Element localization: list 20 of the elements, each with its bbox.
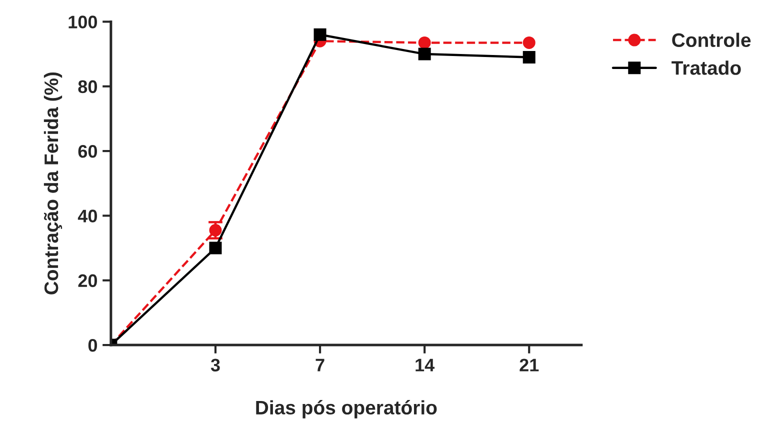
y-tick-label: 80: [78, 80, 97, 94]
y-tick-label: 0: [88, 338, 97, 352]
y-axis-title: Contração da Ferida (%): [44, 72, 62, 294]
point: [418, 48, 431, 60]
x-axis-title: Dias pós operatório: [256, 400, 437, 418]
x-tick-label: 7: [316, 358, 324, 372]
point: [314, 28, 326, 41]
x-tick-label: 3: [210, 358, 220, 372]
point: [522, 51, 536, 64]
y-tick-label: 100: [68, 16, 97, 28]
x-tick-label: 21: [520, 358, 539, 372]
y-tick-label: 40: [78, 210, 97, 222]
point: [522, 36, 536, 49]
point: [209, 242, 222, 254]
y-tick-label: 60: [78, 144, 97, 158]
legend-label: Tratado: [672, 60, 741, 75]
x-tick-label: 14: [416, 358, 435, 372]
y-tick-label: 20: [78, 274, 97, 288]
point: [418, 36, 431, 49]
legend-label: Controle: [672, 32, 751, 48]
